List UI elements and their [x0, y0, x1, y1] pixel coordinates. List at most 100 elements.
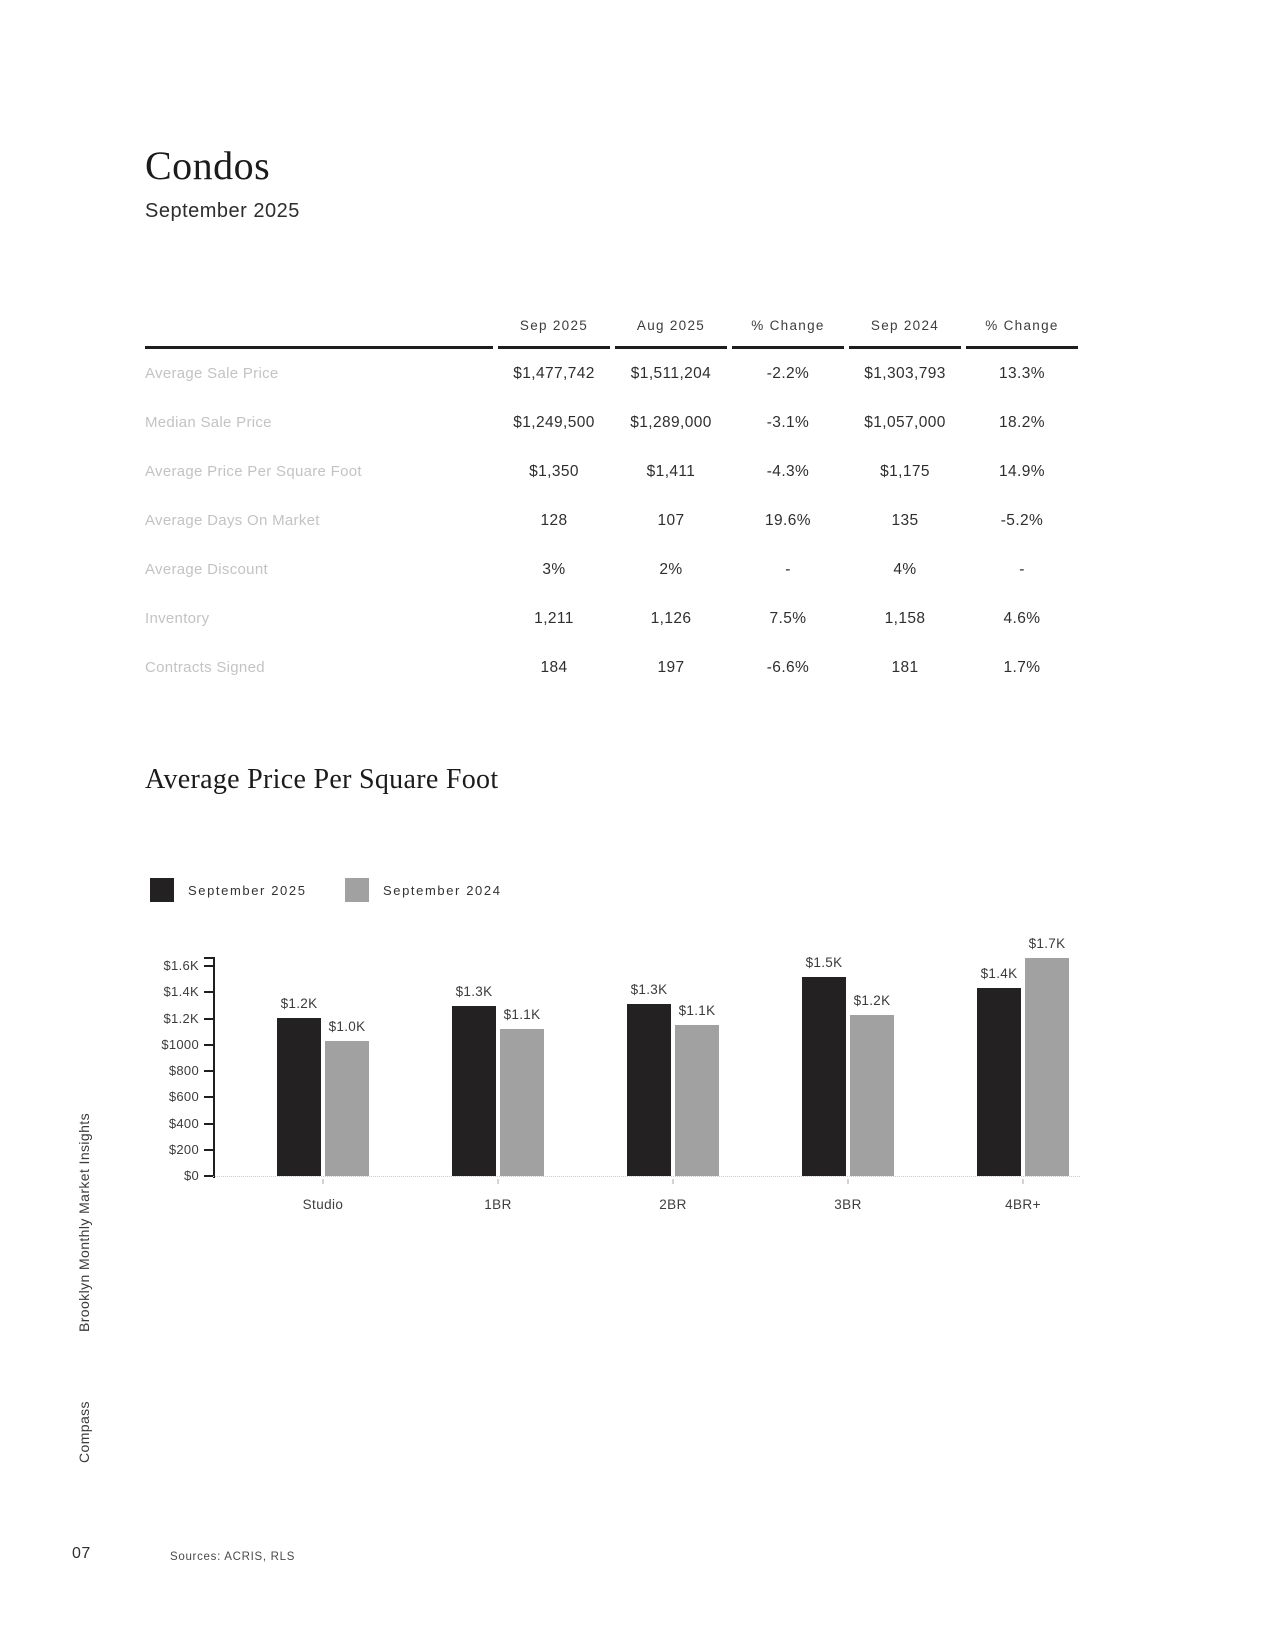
bar	[977, 988, 1021, 1176]
bar	[500, 1029, 544, 1176]
row-label-text: Average Sale Price	[145, 365, 279, 382]
column-header: Sep 2024	[849, 318, 961, 349]
bar-value-label: $1.0K	[328, 1019, 366, 1034]
bar-value-label: $1.3K	[455, 984, 493, 999]
bar	[675, 1025, 719, 1176]
bar	[802, 977, 846, 1176]
x-category-label: Studio	[302, 1197, 344, 1212]
row-value: 4.6%	[1003, 609, 1041, 627]
row-value: 14.9%	[999, 462, 1045, 480]
row-value: 1.7%	[1003, 658, 1041, 676]
row-value: 1,126	[650, 609, 692, 627]
column-header: Sep 2025	[498, 318, 610, 349]
x-minor-tick	[497, 1179, 499, 1184]
x-minor-tick	[847, 1179, 849, 1184]
row-label: Median Sale Price	[145, 414, 493, 431]
page-title: Condos	[145, 143, 271, 188]
row-value: 3%	[542, 560, 566, 578]
y-tick-label: $1.4K	[163, 984, 199, 1000]
row-value: 197	[657, 658, 685, 676]
table-body: Average Sale Price $1,477,742 $1,511,204 -2…	[145, 349, 1078, 692]
x-category-label: 1BR	[484, 1197, 512, 1212]
bar-value-label: $1.3K	[630, 982, 668, 997]
row-value: 13.3%	[999, 364, 1045, 382]
chart-title: Average Price Per Square Foot	[145, 764, 499, 795]
header-spacer	[145, 333, 493, 349]
sidebar-title: Brooklyn Monthly Market Insights	[76, 1113, 92, 1332]
table-row: Average Days On Market 128 107 19.6% 135 -5.2…	[145, 496, 1078, 545]
y-tick	[204, 1070, 213, 1072]
table-row: Median Sale Price $1,249,500 $1,289,000 -3.…	[145, 398, 1078, 447]
row-value: -3.1%	[766, 413, 810, 431]
row-value: 107	[657, 511, 685, 529]
y-axis	[213, 957, 215, 1178]
y-tick	[204, 991, 213, 994]
y-tick	[204, 1096, 213, 1099]
row-value: $1,511,204	[630, 364, 712, 382]
legend-swatch	[150, 878, 174, 902]
row-value: 19.6%	[765, 511, 811, 529]
row-value: 2%	[659, 560, 683, 578]
row-value: -4.3%	[766, 462, 810, 480]
y-tick	[204, 1175, 213, 1177]
x-minor-tick	[672, 1179, 674, 1184]
row-value: -	[1019, 560, 1025, 578]
bar-value-label: $1.2K	[280, 996, 318, 1011]
y-tick	[204, 1148, 213, 1151]
y-tick-label: $1000	[161, 1036, 199, 1052]
table-row: Average Sale Price $1,477,742 $1,511,204 -2…	[145, 349, 1078, 398]
bar-value-label: $1.2K	[853, 993, 891, 1008]
y-tick	[204, 1122, 213, 1125]
y-tick-label: $600	[168, 1089, 199, 1105]
bar	[452, 1006, 496, 1176]
legend-item: September 2025	[150, 878, 307, 902]
row-value: -5.2%	[1000, 511, 1044, 529]
y-tick	[204, 1043, 213, 1046]
bar-value-label: $1.1K	[678, 1003, 716, 1018]
y-axis-cap-tick	[204, 957, 213, 959]
bar-value-label: $1.7K	[1028, 936, 1066, 951]
y-tick-label: $800	[168, 1063, 199, 1078]
legend-swatch	[345, 878, 369, 902]
row-value: $1,477,742	[513, 364, 595, 382]
y-tick-label: $1.2K	[163, 1010, 199, 1026]
y-tick-label: $200	[168, 1141, 199, 1157]
row-label-text: Average Discount	[145, 561, 268, 578]
table-row: Average Price Per Square Foot $1,350 $1,41…	[145, 447, 1078, 496]
sidebar-brand: Compass	[76, 1401, 92, 1463]
row-value: -	[785, 560, 791, 578]
x-category-label: 3BR	[834, 1197, 862, 1212]
row-value: $1,289,000	[630, 413, 712, 431]
row-value: $1,057,000	[864, 413, 946, 431]
row-value: 18.2%	[999, 413, 1045, 431]
row-label-text: Inventory	[145, 610, 210, 627]
row-value: 1,158	[884, 609, 926, 627]
x-category-label: 2BR	[659, 1197, 687, 1212]
bar	[850, 1015, 894, 1176]
column-header: % Change	[732, 318, 844, 349]
row-value: $1,175	[880, 462, 930, 480]
row-value: $1,249,500	[513, 413, 595, 431]
bar-value-label: $1.5K	[805, 955, 843, 970]
row-value: $1,350	[529, 462, 579, 480]
y-tick-label: $400	[168, 1115, 199, 1131]
bar	[325, 1041, 369, 1176]
row-label: Average Days On Market	[145, 512, 493, 529]
y-tick-label: $0	[183, 1168, 199, 1183]
y-tick-label: $1.6K	[163, 958, 199, 973]
sources-note: Sources: ACRIS, RLS	[170, 1551, 296, 1563]
metrics-table: Sep 2025 Aug 2025% Change Sep 2024% Change…	[145, 308, 1078, 692]
x-axis-baseline	[213, 1176, 1080, 1177]
table-row: Inventory 1,211 1,126 7.5% 1,158 4.6%	[145, 594, 1078, 643]
table-row: Contracts Signed 184 197 -6.6% 181 1.7%	[145, 643, 1078, 692]
row-value: 1,211	[534, 609, 574, 627]
page-subtitle: September 2025	[145, 200, 300, 222]
legend-label: September 2024	[383, 882, 502, 898]
legend-item: September 2024	[345, 878, 502, 902]
row-label-text: Median Sale Price	[145, 414, 272, 431]
row-label: Inventory	[145, 610, 493, 627]
row-label: Contracts Signed	[145, 659, 493, 676]
row-value: -2.2%	[766, 364, 810, 382]
column-header: % Change	[966, 318, 1078, 349]
bar	[627, 1004, 671, 1176]
